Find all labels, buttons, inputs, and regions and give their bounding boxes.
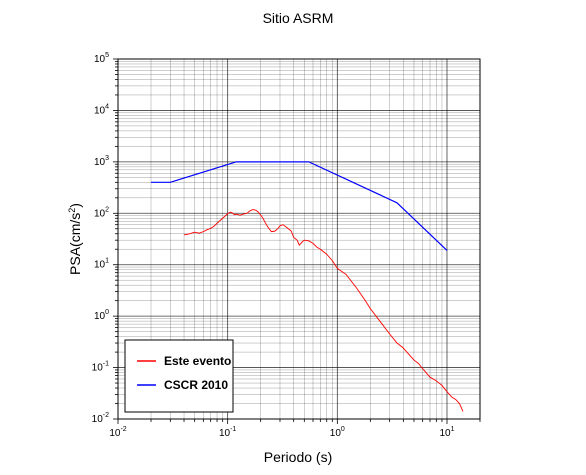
- y-tick-label: 104: [94, 103, 109, 116]
- y-tick-label: 10-2: [92, 412, 109, 425]
- x-axis-label: Periodo (s): [264, 449, 332, 465]
- x-tick-label: 10-2: [109, 426, 126, 439]
- series-line-este-evento: [183, 209, 464, 412]
- chart-title: Sitio ASRM: [263, 10, 334, 26]
- legend-box: [124, 339, 234, 413]
- y-tick-label: 105: [94, 52, 109, 65]
- y-axis-ticks: 10-2 10-1 100 101 102 103 104 105: [92, 52, 118, 425]
- x-axis-ticks: 10-2 10-1 100 101: [109, 419, 481, 439]
- plot-frame: [117, 58, 481, 420]
- x-tick-label: 100: [330, 426, 345, 439]
- y-tick-label: 100: [94, 309, 109, 322]
- y-tick-label: 101: [94, 258, 109, 271]
- y-axis-label-close: ): [67, 203, 83, 208]
- y-tick-label: 102: [94, 206, 109, 219]
- legend-label-cscr-2010: CSCR 2010: [164, 378, 228, 392]
- y-tick-label: 10-1: [92, 361, 109, 374]
- y-axis-label: PSA(cm/s2): [67, 203, 83, 275]
- series-lines: [151, 161, 464, 412]
- legend-label-este-evento: Este evento: [164, 354, 231, 368]
- y-tick-label: 103: [94, 155, 109, 168]
- y-axis-label-exponent: 2: [67, 208, 77, 213]
- x-tick-label: 10-1: [219, 426, 236, 439]
- series-line-cscr-2010: [151, 161, 448, 251]
- legend: Este evento CSCR 2010: [124, 339, 234, 413]
- x-tick-label: 101: [439, 426, 454, 439]
- y-axis-label-base: PSA(cm/s: [67, 213, 83, 275]
